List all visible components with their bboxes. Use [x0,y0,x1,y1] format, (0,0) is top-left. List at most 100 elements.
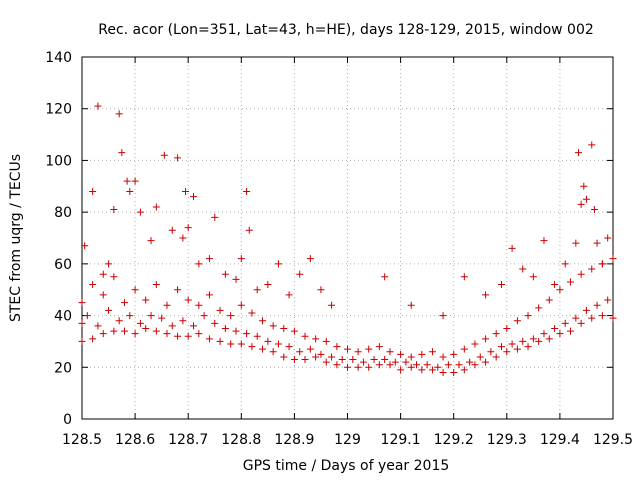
data-point [89,187,97,195]
data-point [89,281,97,289]
x-tick-label: 129.4 [540,432,580,448]
data-point [322,337,330,345]
data-point [221,325,229,332]
data-point [184,332,192,340]
data-point [482,358,490,366]
y-tick-label: 0 [63,412,72,428]
data-point [593,239,601,247]
x-tick-label: 128.5 [62,432,102,448]
data-point [381,356,389,364]
data-point [131,286,139,294]
data-point [123,177,131,185]
data-point [168,226,176,234]
data-point [94,322,102,330]
data-point [232,275,240,283]
data-point [205,291,213,299]
data-point [248,309,256,317]
data-point [529,335,537,343]
data-point [471,361,479,369]
data-point [78,319,86,327]
data-point [317,350,325,358]
data-point [354,348,362,356]
data-point [221,270,229,278]
data-point [227,312,235,320]
data-point [476,353,484,361]
data-point [519,265,527,273]
x-tick-label: 128.6 [115,432,155,448]
data-point [524,343,532,351]
data-point [328,353,336,361]
data-point [397,366,405,374]
data-point [211,319,219,327]
data-point [588,265,596,273]
data-point [179,234,187,242]
data-point [428,366,436,374]
data-point [253,286,261,294]
data-point [120,327,128,335]
data-point [216,306,224,314]
data-point [152,281,160,289]
data-point [338,356,346,364]
data-point [508,244,516,252]
grid [82,57,613,419]
data-point [306,345,314,353]
data-point [381,273,389,281]
data-point [136,319,144,327]
data-point [274,260,282,268]
data-point [227,340,235,348]
data-point [492,353,500,361]
data-point [375,343,383,351]
data-point [519,337,527,345]
data-point [609,314,617,322]
data-point [328,301,336,309]
data-point [590,206,598,214]
x-tick-label: 129.5 [593,432,633,448]
data-point [572,314,580,322]
data-point [152,203,160,211]
data-point [524,312,532,320]
data-point [110,206,118,214]
data-point [280,353,288,361]
data-point [354,363,362,371]
data-point [428,348,436,356]
y-tick-label: 20 [54,360,72,376]
data-point [110,273,118,281]
data-point [545,296,553,304]
data-point [147,312,155,320]
data-point [434,363,442,371]
data-point [269,348,277,356]
data-point [513,345,521,353]
data-point [407,301,415,309]
y-axis-ticks: 0 20 40 60 80 100 120 140 [45,50,613,428]
data-point [386,348,394,356]
data-point [609,255,617,263]
data-point [147,237,155,245]
data-point [418,366,426,374]
data-point [349,356,357,364]
data-point [126,187,134,195]
data-point [593,301,601,309]
data-point [344,363,351,371]
data-point [83,312,91,320]
data-point [423,361,431,369]
data-point [471,340,479,348]
x-tick-label: 129 [334,432,361,448]
data-point [237,255,245,263]
data-point [439,353,447,361]
data-point [580,182,588,190]
data-point [195,301,203,309]
data-point [551,325,559,332]
data-point [126,312,134,320]
data-point [89,335,97,343]
data-point [450,368,458,376]
data-point [513,317,521,325]
data-point [78,299,86,307]
data-point [391,358,399,366]
data-point [503,348,511,356]
data-point [444,361,452,369]
data-point [545,335,553,343]
x-tick-label: 129.2 [434,432,474,448]
data-point [556,330,564,338]
data-point [269,322,277,330]
data-point [131,177,139,185]
